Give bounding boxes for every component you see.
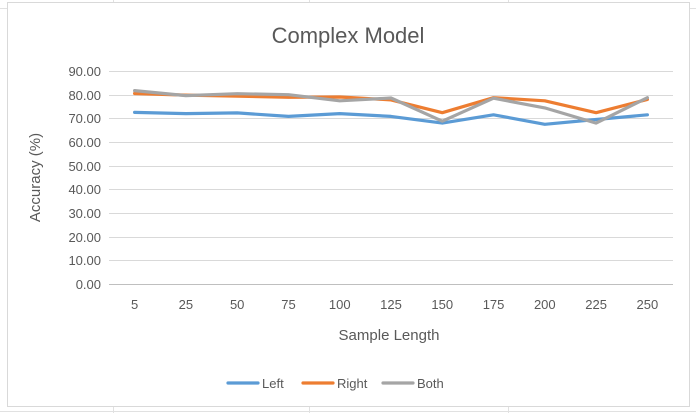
y-tick-label: 80.00	[68, 88, 101, 103]
legend: Left Right Both	[226, 376, 444, 391]
y-tick-label: 10.00	[68, 253, 101, 268]
series-line-both	[132, 88, 650, 125]
legend-label-both: Both	[417, 376, 444, 391]
x-axis-title: Sample Length	[339, 327, 440, 344]
x-tick-label: 100	[329, 297, 351, 312]
y-tick-label: 0.00	[76, 277, 101, 292]
y-tick-label: 20.00	[68, 230, 101, 245]
legend-label-right: Right	[337, 376, 368, 391]
line-chart: Complex Model 0.0010.0020.0030.0040.0050…	[27, 23, 673, 391]
x-tick-label: 150	[431, 297, 453, 312]
x-tick-label: 175	[483, 297, 505, 312]
x-tick-label: 50	[230, 297, 244, 312]
y-tick-label: 30.00	[68, 206, 101, 221]
chart-title: Complex Model	[272, 23, 425, 48]
series-lines	[132, 88, 650, 126]
y-axis-title: Accuracy (%)	[27, 133, 44, 222]
x-tick-label: 125	[380, 297, 402, 312]
x-tick-label: 5	[131, 297, 138, 312]
legend-label-left: Left	[262, 376, 284, 391]
x-tick-label: 25	[179, 297, 193, 312]
series-line-left	[132, 110, 650, 126]
y-tick-label: 70.00	[68, 111, 101, 126]
y-tick-label: 60.00	[68, 135, 101, 150]
y-tick-label: 90.00	[68, 64, 101, 79]
x-tick-labels: 5 25 50 75 100 125 150 175 200 225 250	[131, 297, 658, 312]
x-tick-label: 75	[281, 297, 295, 312]
x-tick-label: 250	[637, 297, 659, 312]
x-tick-label: 225	[585, 297, 607, 312]
y-tick-label: 50.00	[68, 159, 101, 174]
series-line-right	[132, 91, 650, 115]
chart-area[interactable]: Complex Model 0.00 10.00 20.00 30.00 40.00 50…	[7, 2, 690, 407]
gridlines	[109, 71, 673, 285]
y-tick-label: 40.00	[68, 182, 101, 197]
x-tick-label: 200	[534, 297, 556, 312]
y-tick-labels: 0.00 10.00 20.00 30.00 40.00 50.00 60.00 70.00 8…	[68, 64, 101, 292]
